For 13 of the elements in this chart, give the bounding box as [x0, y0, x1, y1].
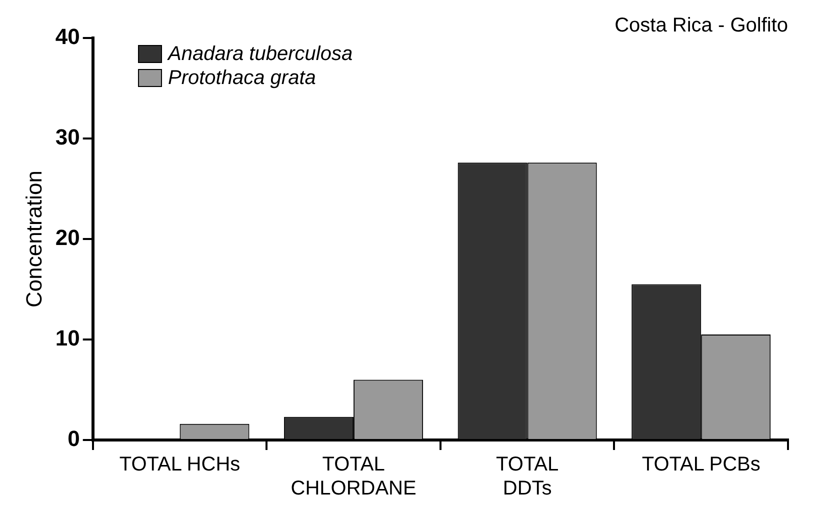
y-tick-label: 40	[55, 24, 80, 50]
y-tick-label: 10	[55, 326, 80, 351]
x-tick-label: TOTAL DDTs	[496, 454, 559, 500]
y-tick-label: 20	[55, 225, 80, 250]
y-axis-title: Concentration	[21, 170, 46, 308]
legend-label: Anadara tuberculosa	[168, 42, 353, 66]
x-tick-label: TOTAL PCBs	[642, 454, 760, 476]
y-tick-label: 0	[68, 426, 80, 452]
y-tick-label: 30	[55, 124, 80, 150]
x-tick-label: TOTAL CHLORDANE	[290, 454, 416, 500]
legend-label: Protothaca grata	[168, 66, 316, 90]
x-tick-label: TOTAL HCHs	[119, 454, 240, 476]
chart-title: Costa Rica - Golfito	[614, 14, 788, 37]
